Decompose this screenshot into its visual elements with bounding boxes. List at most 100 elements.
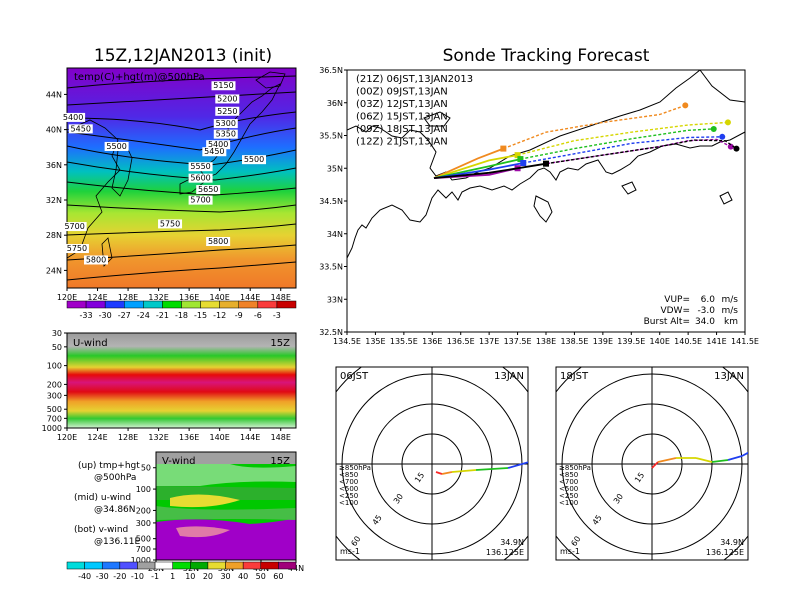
panel-notes: (up) tmp+hgt @500hPa (mid) u-wind @34.86… xyxy=(74,461,140,547)
map-y-tick-label: 40N xyxy=(46,126,62,135)
u-x-tick-label: 128E xyxy=(118,433,138,442)
wind-colorbar-label: 40 xyxy=(238,572,248,581)
hodograph-segment xyxy=(441,471,453,475)
track-x-tick-label: 140.5E xyxy=(674,337,702,346)
map-x-ticks: 120E 124E 128E 132E 136E 140E 144E 148E xyxy=(57,288,291,302)
track-x-tick-label: 134.5E xyxy=(333,337,361,346)
map-x-tick-label: 148E xyxy=(271,293,291,302)
u-y-tick-label: 100 xyxy=(47,362,62,371)
map-x-tick-label: 144E xyxy=(240,293,260,302)
track-stats: VUP= 6.0 m/s VDW= -3.0 m/s Burst Alt= 34.0 km xyxy=(644,295,739,327)
track-y-tick-label: 35.5N xyxy=(319,132,343,141)
stat-value: 6.0 xyxy=(701,295,716,305)
v-y-tick-label: 500 xyxy=(136,535,151,544)
track-x-tick-label: 139E xyxy=(593,337,613,346)
wind-colorbar-label: 10 xyxy=(185,572,195,581)
speed-unit: ms-1 xyxy=(560,547,580,556)
v-wind-heatmap xyxy=(155,451,297,561)
contour-label: 5300 xyxy=(216,119,236,128)
u-x-tick-label: 148E xyxy=(271,433,291,442)
pressure-legend-entry: <500 xyxy=(339,485,358,493)
contour-label: 5600 xyxy=(190,174,210,183)
hodograph-segment xyxy=(451,469,477,473)
u-y-tick-label: 1000 xyxy=(42,424,62,433)
burst-marker xyxy=(520,160,527,167)
wind-colorbar-swatch xyxy=(225,561,244,570)
stat-label: VDW= xyxy=(660,306,690,316)
pressure-legend-entry: <700 xyxy=(339,478,358,486)
track-x-tick-label: 141E xyxy=(706,337,726,346)
u-y-tick-label: 200 xyxy=(47,380,62,389)
colorbar-swatch xyxy=(124,300,144,309)
track-x-tick-label: 136E xyxy=(422,337,442,346)
colorbar-swatch xyxy=(181,300,201,309)
map-x-tick-label: 124E xyxy=(87,293,107,302)
map-y-tick-label: 44N xyxy=(46,90,62,99)
track-legend: (21Z) 06JST,13JAN2013(00Z) 09JST,13JAN(0… xyxy=(356,74,473,148)
wind-colorbar: -40 -30 -20 -10 -1 1 10 20 30 40 50 60 xyxy=(66,561,297,581)
pressure-legend-entry: <100 xyxy=(559,499,578,507)
colorbar-label: -9 xyxy=(235,311,243,320)
contour-label-bg xyxy=(215,94,240,104)
colorbar-label: -6 xyxy=(254,311,262,320)
track-y-tick-label: 34.5N xyxy=(319,197,343,206)
track-y-tick-label: 34N xyxy=(327,230,343,239)
contour-label: 5250 xyxy=(217,107,237,116)
wind-colorbar-swatch xyxy=(260,561,279,570)
u-wind-heatmap xyxy=(66,332,297,429)
contour-label-bg xyxy=(206,237,231,246)
track-legend-entry: (12Z) 21JST,13JAN xyxy=(356,137,448,148)
hodograph-segment xyxy=(507,461,528,469)
map-x-tick-label: 136E xyxy=(179,293,199,302)
contour-label: 5750 xyxy=(67,244,87,253)
u-x-tick-label: 120E xyxy=(57,433,77,442)
wind-colorbar-swatch xyxy=(154,561,173,570)
contour-label-bg xyxy=(104,141,129,151)
v-y-tick-label: 50 xyxy=(141,464,151,473)
track-x-tick-label: 138.5E xyxy=(560,337,588,346)
stat-value: -3.0 xyxy=(697,306,715,316)
contour-label-bg xyxy=(206,140,231,150)
map-title: 15Z,12JAN2013 (init) xyxy=(94,46,272,66)
wind-colorbar-label: 30 xyxy=(220,572,230,581)
hodograph-segment xyxy=(657,457,677,463)
main-title: Sonde Tracking Forecast xyxy=(443,46,650,66)
landing-marker xyxy=(682,102,689,109)
contour-label-bg xyxy=(188,173,213,183)
landing-marker xyxy=(719,133,726,140)
note-bot-2: @136.11E xyxy=(94,537,140,547)
track-legend-entry: (09Z) 18JST,13JAN xyxy=(356,124,448,135)
contour-label: 5500 xyxy=(244,155,264,164)
contour-label-bg xyxy=(211,81,236,91)
colorbar-label: -27 xyxy=(118,311,131,320)
v-y-tick-label: 100 xyxy=(136,485,151,494)
colorbar-swatch xyxy=(85,300,106,309)
u-y-tick-label: 50 xyxy=(52,343,62,352)
burst-marker xyxy=(543,160,549,167)
pressure-legend-entry: <250 xyxy=(559,492,578,500)
contour-label: 5450 xyxy=(71,124,91,133)
contour-label-bg xyxy=(213,119,238,129)
track-line-ascent xyxy=(433,147,504,179)
colorbar-label: -33 xyxy=(80,311,93,320)
wind-colorbar-swatch xyxy=(207,561,226,570)
track-line-ascent xyxy=(433,154,518,179)
map-y-tick-label: 24N xyxy=(46,266,62,275)
pressure-legend-entry: <100 xyxy=(339,499,358,507)
wind-colorbar-label: 50 xyxy=(256,572,266,581)
wind-colorbar-swatch xyxy=(101,561,121,570)
landing-marker xyxy=(710,125,717,132)
pressure-legend-entry: <250 xyxy=(339,492,358,500)
map-x-tick-label: 132E xyxy=(148,293,168,302)
colorbar-label: -21 xyxy=(156,311,169,320)
burst-marker xyxy=(517,156,524,163)
note-up-1: (up) tmp+hgt xyxy=(78,461,140,471)
wind-colorbar-label: -40 xyxy=(78,572,91,581)
colorbar-label: -24 xyxy=(137,311,150,320)
u-wind-title: U-wind xyxy=(73,338,108,349)
pressure-legend-entry: <700 xyxy=(559,478,578,486)
contour-label-bg xyxy=(84,255,109,265)
track-x-tick-label: 141.5E xyxy=(731,337,759,346)
u-x-tick-label: 132E xyxy=(148,433,168,442)
